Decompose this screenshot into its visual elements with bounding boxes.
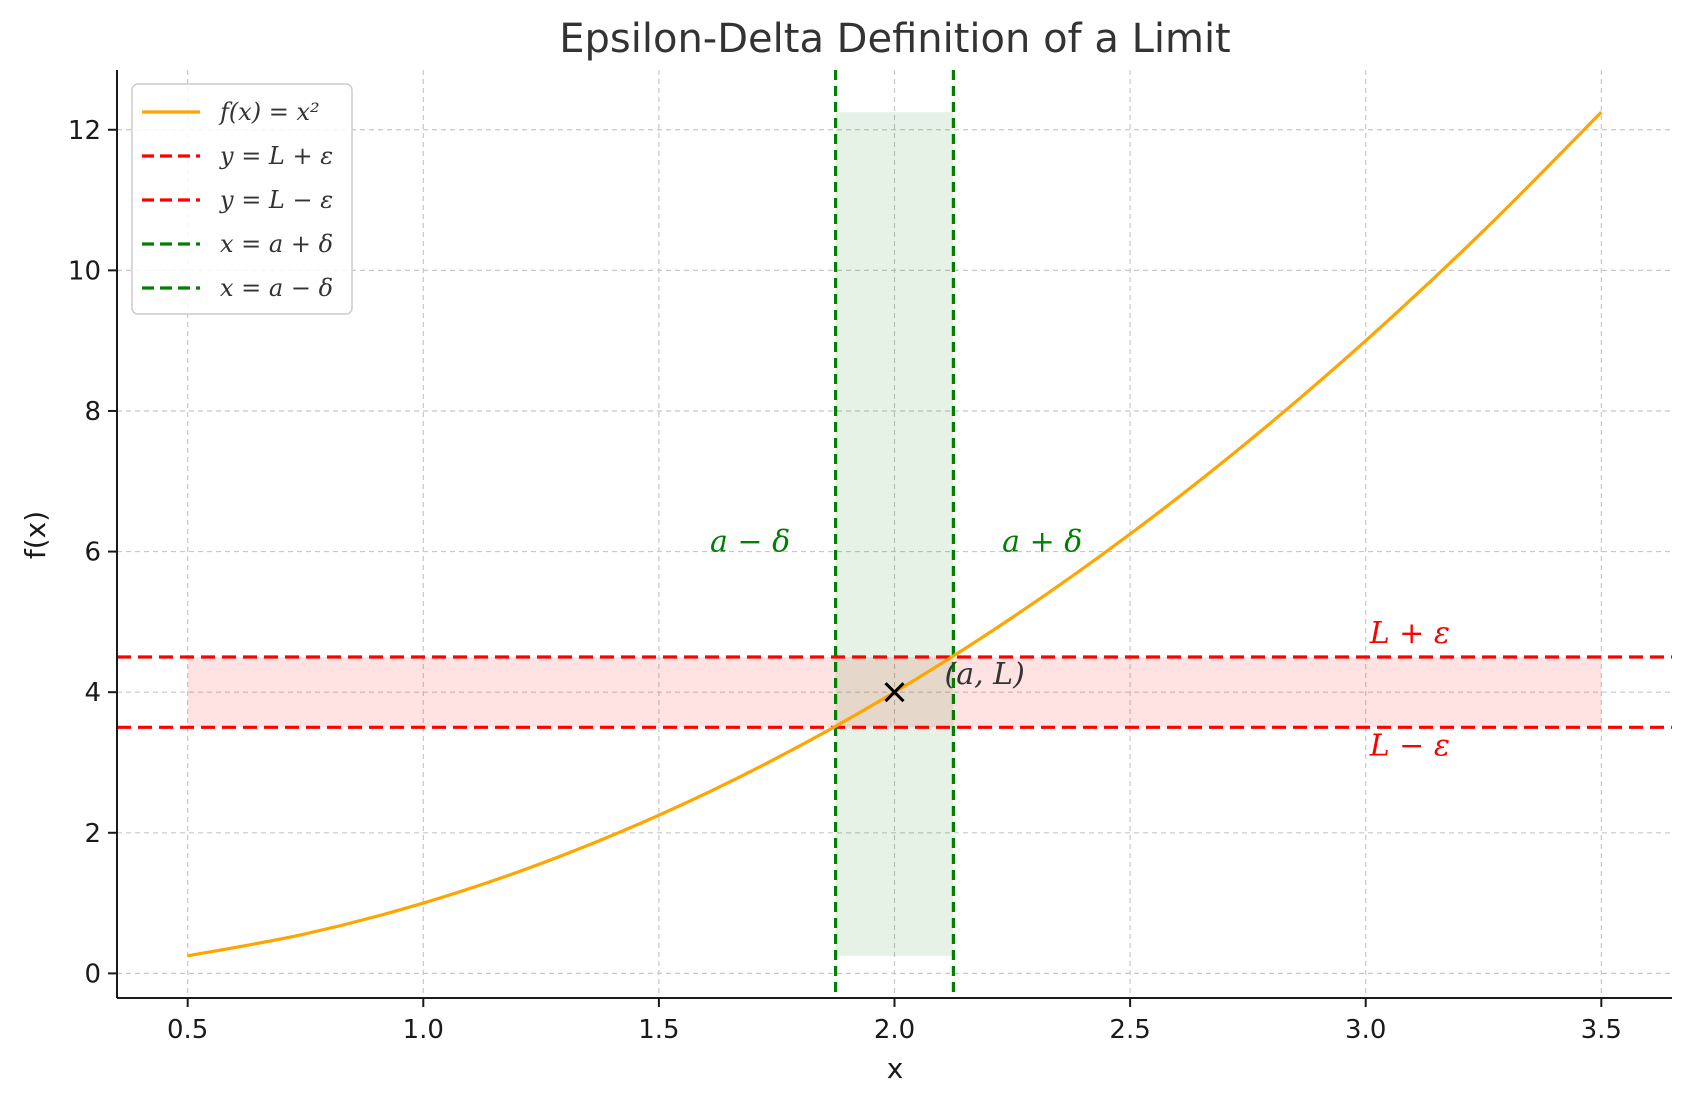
annotation-label: a + δ bbox=[1002, 525, 1082, 560]
delta-band bbox=[835, 112, 954, 956]
ticks: 0.5 1.0 1.5 2.0 2.5 3.0 3.5 0 2 4 6 8 10 12 bbox=[68, 116, 1622, 1045]
point-layer: (a, L) bbox=[884, 657, 1025, 703]
annotation-label: L − ε bbox=[1369, 728, 1450, 763]
curve-series-line bbox=[187, 111, 1603, 958]
reference-lines bbox=[117, 70, 1672, 998]
y-tick-label: 2 bbox=[84, 819, 101, 849]
legend-entry-label: x = a + δ bbox=[220, 230, 333, 258]
y-tick-label: 8 bbox=[84, 397, 101, 427]
bands bbox=[187, 112, 1602, 956]
x-axis-label: x bbox=[887, 1052, 904, 1085]
x-tick-label: 3.5 bbox=[1581, 1015, 1622, 1045]
limit-point-marker bbox=[884, 682, 905, 703]
annotation-label: L + ε bbox=[1369, 616, 1450, 651]
x-tick-label: 1.5 bbox=[638, 1015, 679, 1045]
legend-entry-label: y = L − ε bbox=[219, 186, 333, 214]
legend-entry-label: x = a − δ bbox=[220, 274, 333, 302]
x-tick-label: 2.0 bbox=[874, 1015, 915, 1045]
y-tick-label: 4 bbox=[84, 678, 101, 708]
y-tick-label: 6 bbox=[84, 538, 101, 568]
marker-stroke bbox=[884, 682, 905, 703]
chart-title: Epsilon-Delta Definition of a Limit bbox=[559, 16, 1230, 62]
x-tick-label: 2.5 bbox=[1109, 1015, 1150, 1045]
x-tick-label: 3.0 bbox=[1345, 1015, 1386, 1045]
y-axis-label: f(x) bbox=[19, 511, 52, 559]
legend: f(x) = x² y = L + ε y = L − ε x = a + δ x = … bbox=[131, 83, 353, 315]
y-tick-label: 10 bbox=[68, 256, 101, 286]
annotation-label: a − δ bbox=[710, 525, 790, 560]
legend-entry-label: y = L + ε bbox=[219, 142, 333, 170]
curve-layer bbox=[187, 111, 1603, 958]
legend-box bbox=[131, 83, 353, 315]
y-tick-label: 0 bbox=[84, 959, 101, 989]
x-tick-label: 0.5 bbox=[167, 1015, 208, 1045]
legend-entry-label: f(x) = x² bbox=[218, 98, 320, 126]
annotations: a − δ a + δ L + ε L − ε bbox=[710, 525, 1450, 764]
limit-point-label: (a, L) bbox=[945, 657, 1025, 692]
y-tick-label: 12 bbox=[68, 116, 101, 146]
x-tick-label: 1.0 bbox=[403, 1015, 444, 1045]
